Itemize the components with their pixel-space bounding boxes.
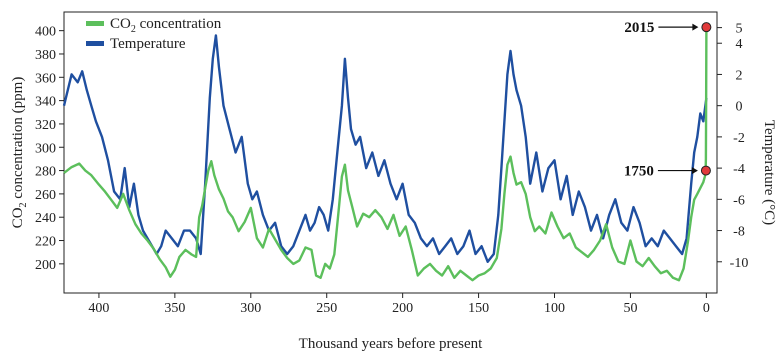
x-tick-label: 400: [88, 301, 109, 316]
y-right-tick-label: -4: [733, 162, 745, 177]
legend-label: Temperature: [110, 36, 186, 52]
y-right-tick-label: -2: [733, 131, 745, 146]
y-right-axis-title: Temperature (°C): [761, 120, 777, 225]
temperature-line: [62, 34, 708, 263]
y-left-tick-label: 360: [35, 71, 56, 86]
y-right-tick-label: 2: [736, 68, 743, 83]
x-tick-label: 350: [164, 301, 185, 316]
x-tick-label: 50: [623, 301, 637, 316]
y-left-tick-label: 260: [35, 188, 56, 203]
x-tick-label: 0: [703, 301, 710, 316]
x-tick-label: 150: [468, 301, 489, 316]
annotation-marker-2015: [701, 22, 712, 33]
y-left-tick-label: 340: [35, 95, 56, 110]
x-tick-label: 250: [316, 301, 337, 316]
y-right-tick-label: 0: [736, 100, 743, 115]
y-left-tick-label: 300: [35, 141, 56, 156]
legend-swatch: [86, 21, 104, 26]
annotation-arrow-head: [691, 167, 698, 175]
annotations: 2015 1750: [624, 20, 712, 180]
x-axis-title: Thousand years before present: [299, 336, 484, 352]
y-left-tick-label: 280: [35, 165, 56, 180]
y-left-tick-label: 380: [35, 48, 56, 63]
legend-label: CO2 concentration: [110, 16, 222, 35]
annotation-arrow-head: [692, 23, 699, 31]
y-left-tick-label: 200: [35, 258, 56, 273]
series-layer: [62, 27, 708, 282]
x-tick-label: 300: [240, 301, 261, 316]
y-right-tick-label: 4: [736, 37, 743, 52]
y-left-tick-label: 400: [35, 25, 56, 40]
annotation-marker-1750: [700, 165, 711, 176]
y-right-tick-label: -10: [730, 256, 749, 271]
y-right-tick-label: 5: [736, 22, 743, 37]
y-left-tick-label: 220: [35, 235, 56, 250]
y-left-tick-label: 240: [35, 211, 56, 226]
y-right-tick-label: -6: [733, 193, 745, 208]
axes-layer: 400 350 300 250 200 150 100 50 02002202402602803…: [10, 22, 777, 352]
plot-frame: [63, 11, 718, 294]
co2-concentration-line: [63, 27, 708, 282]
y-left-tick-label: 320: [35, 118, 56, 133]
y-left-axis-title: CO2 concentration (ppm): [10, 77, 29, 229]
plot-area: [63, 11, 718, 294]
legend-swatch: [86, 41, 104, 46]
x-tick-label: 200: [392, 301, 413, 316]
annotation-label-2015: 2015: [624, 20, 654, 36]
y-right-tick-label: -8: [733, 225, 745, 240]
x-tick-label: 100: [544, 301, 565, 316]
annotation-label-1750: 1750: [624, 164, 654, 180]
